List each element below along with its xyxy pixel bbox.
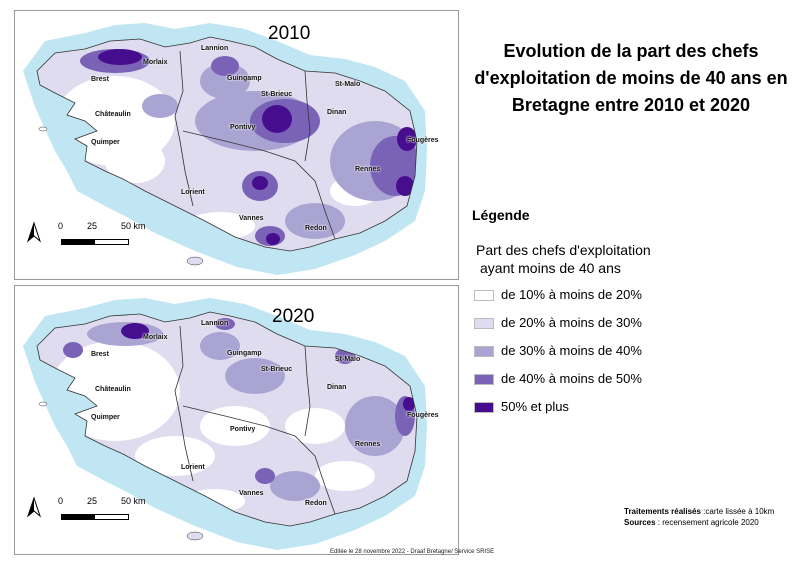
city-label-rennes: Rennes	[355, 166, 381, 173]
dept-borders	[174, 50, 336, 240]
city-label-redon: Redon	[305, 225, 327, 232]
credits: Traitements réalisés :carte lissée à 10k…	[624, 506, 774, 528]
scale-mid: 25	[87, 496, 98, 506]
legend-swatch	[474, 318, 494, 329]
legend-subtitle-line1: Part des chefs d'exploitation	[476, 242, 651, 258]
sources-value: : recensement agricole 2020	[655, 518, 759, 527]
treatment-value: :carte lissée à 10km	[700, 507, 775, 516]
scale-bar: 0 25 50 km	[25, 221, 175, 257]
city-label-guingamp: Guingamp	[227, 75, 262, 82]
scale-zero: 0	[58, 221, 64, 231]
scale-bar-graphic	[61, 514, 129, 520]
city-label-brest: Brest	[91, 76, 109, 83]
city-label-st-brieuc: St-Brieuc	[261, 366, 293, 373]
city-label-fougeres: Fougères	[407, 137, 439, 144]
city-label-vannes: Vannes	[239, 215, 264, 222]
city-label-st-malo: St-Malo	[335, 356, 361, 363]
page-title: Evolution de la part des chefs d'exploit…	[474, 41, 788, 115]
city-label-morlaix: Morlaix	[143, 59, 168, 66]
coastline	[36, 311, 418, 527]
legend-label: de 30% à moins de 40%	[501, 343, 642, 358]
map-2010-graphic	[23, 23, 427, 275]
city-label-quimper: Quimper	[91, 414, 120, 421]
legend-heading: Légende	[472, 207, 530, 223]
coastline	[36, 36, 418, 252]
city-label-st-malo: St-Malo	[335, 81, 361, 88]
city-label-guingamp: Guingamp	[227, 350, 262, 357]
north-arrow-icon	[26, 496, 42, 518]
footer-note: Editée le 28 novembre 2022 - Draaf Breta…	[330, 549, 495, 555]
legend-swatch	[474, 402, 494, 413]
legend-swatch	[474, 346, 494, 357]
city-label-chateaulin: Châteaulin	[95, 111, 131, 118]
city-label-lorient: Lorient	[181, 464, 205, 471]
city-label-vannes: Vannes	[239, 490, 264, 497]
scale-bar: 0 25 50 km	[25, 496, 175, 532]
legend-label: 50% et plus	[501, 399, 569, 414]
legend-subtitle: Part des chefs d'exploitation ayant moin…	[476, 241, 776, 277]
city-label-st-brieuc: St-Brieuc	[261, 91, 293, 98]
city-label-fougeres: Fougères	[407, 412, 439, 419]
city-label-redon: Redon	[305, 500, 327, 507]
scale-mid: 25	[87, 221, 98, 231]
map-year-label: 2010	[268, 23, 311, 44]
map-2020: 2020 Lannion Brest Morlaix Guingamp St-M…	[14, 285, 459, 555]
city-label-lannion: Lannion	[201, 320, 229, 327]
legend-subtitle-line2: ayant moins de 40 ans	[480, 260, 621, 276]
map-2010: 2010 Lannion Brest Morlaix Guingamp St-M…	[14, 10, 459, 280]
legend-label: de 40% à moins de 50%	[501, 371, 642, 386]
map-2020-graphic	[23, 298, 427, 550]
city-label-lannion: Lannion	[201, 45, 229, 52]
legend-label: de 20% à moins de 30%	[501, 315, 642, 330]
city-label-dinan: Dinan	[327, 384, 347, 391]
north-arrow-icon	[26, 221, 42, 243]
scale-bar-graphic	[61, 239, 129, 245]
sources-label: Sources	[624, 518, 656, 527]
city-label-lorient: Lorient	[181, 189, 205, 196]
city-label-morlaix: Morlaix	[143, 334, 168, 341]
treatment-label: Traitements réalisés	[624, 507, 701, 516]
city-label-dinan: Dinan	[327, 109, 347, 116]
city-label-pontivy: Pontivy	[230, 124, 256, 131]
legend-swatch	[474, 374, 494, 385]
city-label-pontivy: Pontivy	[230, 426, 256, 433]
city-label-chateaulin: Châteaulin	[95, 386, 131, 393]
dept-borders	[174, 325, 336, 515]
scale-end: 50 km	[121, 496, 146, 506]
scale-end: 50 km	[121, 221, 146, 231]
city-label-quimper: Quimper	[91, 139, 120, 146]
scale-zero: 0	[58, 496, 64, 506]
legend-label: de 10% à moins de 20%	[501, 287, 642, 302]
city-label-brest: Brest	[91, 351, 109, 358]
city-label-rennes: Rennes	[355, 441, 381, 448]
legend-swatch	[474, 290, 494, 301]
map-year-label: 2020	[272, 306, 315, 327]
